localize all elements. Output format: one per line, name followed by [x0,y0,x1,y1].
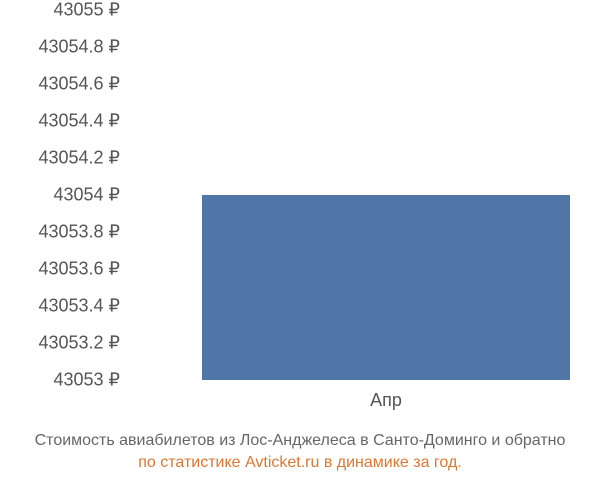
y-tick-label: 43054.8 ₽ [38,37,120,58]
y-tick-label: 43053.2 ₽ [38,333,120,354]
y-tick-label: 43054.6 ₽ [38,74,120,95]
y-tick-label: 43053.8 ₽ [38,222,120,243]
y-tick-label: 43053.4 ₽ [38,296,120,317]
y-tick-label: 43053 ₽ [53,370,120,391]
chart-container: 43055 ₽ 43054.8 ₽ 43054.6 ₽ 43054.4 ₽ 43… [0,0,600,500]
y-tick-label: 43054.4 ₽ [38,111,120,132]
y-tick-label: 43055 ₽ [53,0,120,21]
y-tick-label: 43054 ₽ [53,185,120,206]
caption-line1: Стоимость авиабилетов из Лос-Анджелеса в… [0,430,600,452]
bar-apr [202,195,570,380]
y-tick-label: 43054.2 ₽ [38,148,120,169]
plot-area: Апр [130,10,580,380]
y-tick-label: 43053.6 ₽ [38,259,120,280]
caption-line2: по статистике Avticket.ru в динамике за … [0,452,600,474]
x-tick-label: Апр [370,390,402,411]
